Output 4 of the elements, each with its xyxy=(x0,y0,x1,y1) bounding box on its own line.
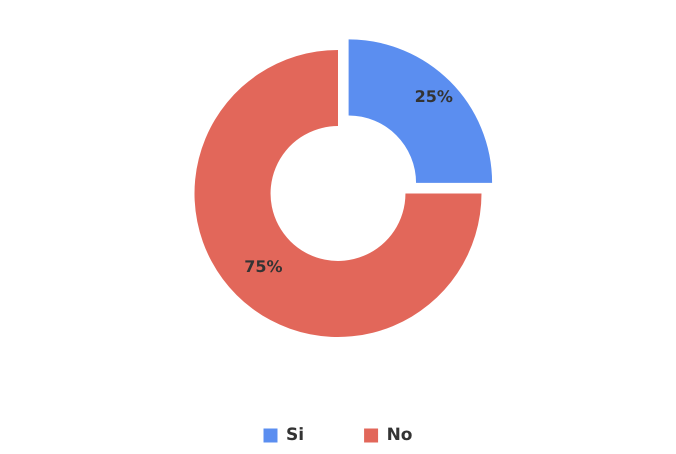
legend-label: No xyxy=(386,424,413,445)
legend-label: Si xyxy=(286,424,304,445)
data-label: 75% xyxy=(244,257,283,276)
data-label: 25% xyxy=(414,86,453,106)
